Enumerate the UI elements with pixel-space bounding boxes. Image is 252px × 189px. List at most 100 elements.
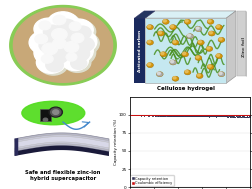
Point [239, 115, 243, 118]
Point [140, 113, 144, 116]
Point [224, 113, 228, 116]
Point [163, 113, 167, 116]
Point [199, 113, 203, 116]
Point [172, 114, 176, 117]
Point [191, 114, 195, 117]
Point [193, 115, 197, 118]
Point [205, 113, 209, 116]
Point [215, 115, 219, 118]
Point [144, 113, 148, 116]
Point [177, 113, 181, 116]
Point [137, 113, 141, 116]
Circle shape [182, 52, 185, 55]
Point [218, 115, 223, 118]
Point [186, 113, 190, 116]
Point [163, 113, 167, 116]
Point [220, 115, 225, 118]
Point [128, 113, 132, 116]
Circle shape [56, 42, 77, 57]
Point [199, 115, 203, 118]
Point [174, 113, 178, 116]
Point [180, 114, 184, 117]
Point [180, 114, 184, 117]
Point [148, 113, 152, 116]
Point [138, 114, 142, 117]
Point [149, 114, 153, 117]
Point [199, 113, 203, 116]
Point [208, 115, 212, 118]
Point [227, 115, 231, 118]
Circle shape [66, 53, 77, 61]
Point [192, 113, 196, 116]
Point [168, 114, 172, 117]
Point [161, 114, 165, 117]
Point [206, 113, 210, 116]
Circle shape [169, 25, 176, 30]
Point [214, 113, 218, 116]
Point [212, 113, 216, 116]
Point [132, 114, 136, 117]
Point [206, 113, 210, 116]
Point [217, 113, 221, 116]
Point [197, 113, 201, 116]
Point [160, 114, 164, 117]
Circle shape [215, 53, 222, 59]
Point [173, 114, 177, 117]
Point [131, 113, 135, 116]
Point [148, 113, 152, 116]
Point [204, 114, 208, 117]
Point [217, 115, 221, 118]
Point [138, 114, 142, 117]
Point [220, 113, 224, 116]
Point [180, 113, 184, 116]
Point [201, 113, 205, 116]
Point [197, 113, 201, 116]
Text: Activated carbon: Activated carbon [137, 30, 141, 72]
Point [218, 115, 222, 118]
Point [134, 114, 138, 117]
Point [243, 113, 247, 116]
Circle shape [160, 52, 163, 55]
Point [245, 115, 249, 118]
Point [151, 113, 155, 116]
Circle shape [169, 60, 176, 65]
Point [240, 115, 244, 118]
Point [205, 113, 209, 116]
Point [130, 114, 134, 117]
Point [185, 113, 189, 116]
Point [246, 115, 250, 118]
Circle shape [71, 33, 83, 43]
Point [214, 113, 218, 116]
Point [239, 113, 243, 116]
Polygon shape [10, 5, 116, 85]
Point [194, 113, 198, 116]
Point [128, 113, 132, 116]
Point [154, 114, 158, 117]
Point [173, 113, 177, 116]
Point [179, 113, 183, 116]
Point [156, 114, 160, 117]
Point [216, 113, 220, 116]
Point [182, 113, 186, 116]
Point [135, 114, 139, 117]
Point [159, 113, 163, 116]
Point [129, 113, 133, 116]
Point [132, 113, 136, 116]
Point [194, 115, 198, 118]
Point [193, 115, 197, 118]
Circle shape [32, 33, 63, 56]
Point [240, 115, 244, 118]
Circle shape [172, 40, 175, 43]
Point [194, 113, 198, 116]
Point [216, 113, 220, 116]
Point [177, 113, 181, 116]
Point [170, 113, 174, 116]
Point [228, 113, 232, 116]
Point [221, 115, 225, 118]
Point [234, 115, 238, 118]
Point [179, 114, 183, 117]
Point [167, 113, 171, 116]
Circle shape [34, 18, 63, 40]
Point [194, 114, 198, 117]
Point [167, 114, 171, 117]
